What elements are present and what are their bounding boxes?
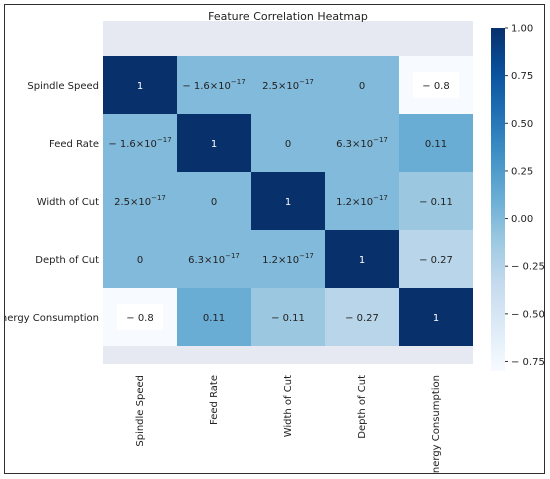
y-tick-label: Spindle Speed: [27, 81, 99, 92]
cell-value-label: 0: [211, 197, 217, 208]
cell-label-background: [117, 304, 163, 330]
heatmap-cell: [251, 172, 325, 230]
colorbar-tick-label: − 0.75: [511, 357, 544, 368]
heatmap-cell: [325, 172, 399, 230]
cell-value-label: − 0.8: [126, 313, 153, 324]
heatmap-cell: [251, 56, 325, 114]
cell-value-label: 1: [433, 313, 439, 324]
heatmap-cell: [177, 172, 251, 230]
colorbar-tick-label: 0.75: [511, 71, 533, 82]
heatmap-cell: [325, 114, 399, 172]
heatmap-cell: [177, 56, 251, 114]
cell-value-label: 1: [285, 197, 291, 208]
x-tick-label: Width of Cut: [283, 375, 294, 437]
cell-value-label: 0: [359, 81, 365, 92]
heatmap-cell: [103, 172, 177, 230]
figure-frame: 1 − 1.6×10−17 2.5×10−17 0 − 0.8 − 1.6×10−17 1 0…: [4, 4, 545, 474]
colorbar-tick-label: 0.25: [511, 166, 533, 177]
colorbar-tick-label: 0.50: [511, 119, 533, 130]
cell-value-label: 1: [137, 81, 143, 92]
cell-value-label: 1.2×10−17: [262, 252, 314, 266]
x-tick-label: Spindle Speed: [135, 375, 146, 447]
x-tick-label: Energy Consumption: [431, 375, 442, 473]
cell-label-background: [413, 72, 459, 98]
y-tick-label: Energy Consumption: [5, 313, 99, 324]
cell-value-label: 6.3×10−17: [188, 252, 240, 266]
heatmap-cell: [103, 114, 177, 172]
heatmap-cell: [177, 114, 251, 172]
cell-value-label: − 1.6×10−17: [182, 78, 245, 92]
cell-value-label: 2.5×10−17: [114, 194, 166, 208]
colorbar-tick-label: − 0.50: [511, 309, 544, 320]
heatmap-cell: [251, 230, 325, 288]
cell-value-label: 2.5×10−17: [262, 78, 314, 92]
y-axis-labels: Spindle Speed Feed Rate Width of Cut Depth …: [5, 81, 99, 324]
y-tick-label: Width of Cut: [37, 197, 99, 208]
colorbar-tick-label: 0.00: [511, 214, 533, 225]
chart-title: Feature Correlation Heatmap: [208, 10, 368, 23]
cell-value-label: 1.2×10−17: [336, 194, 388, 208]
cell-value-label: − 1.6×10−17: [108, 136, 171, 150]
cell-value-label: 1: [359, 255, 365, 266]
x-axis-labels: Spindle Speed Feed Rate Width of Cut Depth …: [135, 375, 442, 473]
heatmap-cell: [177, 230, 251, 288]
colorbar-gradient: [491, 28, 505, 371]
heatmap-cell: [399, 114, 473, 172]
heatmap-cell: [251, 114, 325, 172]
cell-value-label: 1: [211, 139, 217, 150]
cell-value-label: 0: [285, 139, 291, 150]
heatmap-cell: [399, 230, 473, 288]
cell-value-label: 0: [137, 255, 143, 266]
cell-value-label: − 0.8: [422, 81, 449, 92]
heatmap-chart: 1 − 1.6×10−17 2.5×10−17 0 − 0.8 − 1.6×10−17 1 0…: [5, 10, 544, 473]
cell-value-label: 0.11: [203, 313, 225, 324]
heatmap-cell: [103, 56, 177, 114]
cell-value-label: − 0.27: [419, 255, 453, 266]
colorbar-tick-label: 1.00: [511, 24, 533, 35]
heatmap-cell: [325, 230, 399, 288]
colorbar: 1.00 0.75 0.50 0.25 0.00 − 0.25 − 0.50 − 0.75: [491, 24, 544, 371]
heatmap-cell: [251, 288, 325, 346]
heatmap-cells: 1 − 1.6×10−17 2.5×10−17 0 − 0.8 − 1.6×10−17 1 0…: [103, 56, 473, 346]
cell-value-label: − 0.27: [345, 313, 379, 324]
cell-value-label: − 0.11: [419, 197, 453, 208]
heatmap-cell: [103, 230, 177, 288]
y-tick-label: Depth of Cut: [35, 255, 99, 266]
x-tick-label: Feed Rate: [209, 375, 220, 425]
colorbar-tick-label: − 0.25: [511, 262, 544, 273]
cell-value-label: − 0.11: [271, 313, 305, 324]
heatmap-cell: [325, 288, 399, 346]
heatmap-cell: [399, 172, 473, 230]
y-tick-label: Feed Rate: [49, 139, 99, 150]
cell-value-label: 6.3×10−17: [336, 136, 388, 150]
heatmap-cell: [399, 288, 473, 346]
heatmap-cell: [325, 56, 399, 114]
x-tick-label: Depth of Cut: [357, 375, 368, 439]
cell-value-label: 0.11: [425, 139, 447, 150]
heatmap-cell: [177, 288, 251, 346]
